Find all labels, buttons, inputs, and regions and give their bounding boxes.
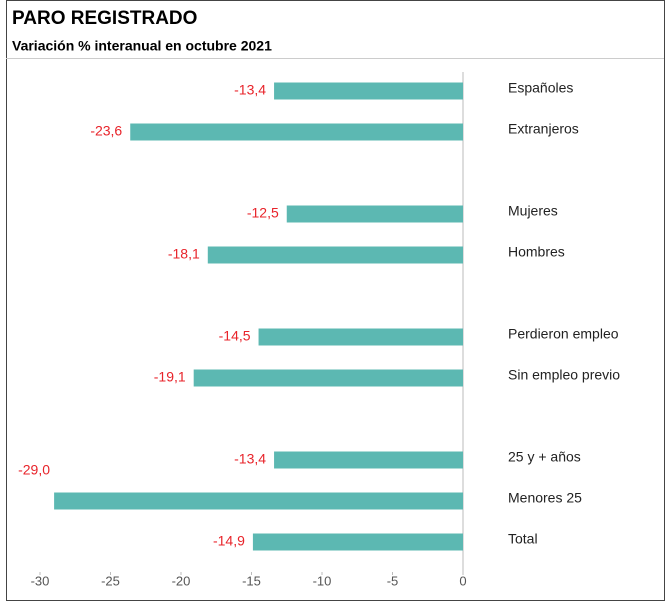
category-label: Hombres xyxy=(508,244,565,260)
value-label: -29,0 xyxy=(18,462,50,478)
category-label: Españoles xyxy=(508,80,573,96)
bar xyxy=(274,82,463,100)
category-label: Total xyxy=(508,531,538,547)
x-tick-label: -5 xyxy=(387,573,399,588)
bar xyxy=(54,492,463,510)
value-label: -19,1 xyxy=(154,369,186,385)
value-label: -23,6 xyxy=(90,123,122,139)
value-label: -18,1 xyxy=(168,246,200,262)
category-label: 25 y + años xyxy=(508,449,581,465)
x-tick-label: -15 xyxy=(242,573,261,588)
frame xyxy=(6,0,665,601)
x-tick-label: -10 xyxy=(313,573,332,588)
value-label: -12,5 xyxy=(247,205,279,221)
value-label: -14,5 xyxy=(219,328,251,344)
x-tick-label: -30 xyxy=(31,573,50,588)
category-label: Menores 25 xyxy=(508,490,582,506)
value-label: -14,9 xyxy=(213,533,245,549)
bar xyxy=(130,123,464,141)
category-label: Sin empleo previo xyxy=(508,367,620,383)
bar xyxy=(286,205,463,223)
value-label: -13,4 xyxy=(234,451,266,467)
category-label: Extranjeros xyxy=(508,121,579,137)
category-label: Mujeres xyxy=(508,203,558,219)
bar xyxy=(207,246,463,264)
bar xyxy=(193,369,463,387)
chart-subtitle: Variación % interanual en octubre 2021 xyxy=(12,38,272,54)
bar xyxy=(274,451,463,469)
chart-title: PARO REGISTRADO xyxy=(12,8,197,29)
value-label: -13,4 xyxy=(234,82,266,98)
x-tick-label: 0 xyxy=(459,573,466,588)
x-tick-label: -25 xyxy=(101,573,120,588)
x-tick-label: -20 xyxy=(172,573,191,588)
category-label: Perdieron empleo xyxy=(508,326,619,342)
bar xyxy=(258,328,463,346)
bar xyxy=(252,533,463,551)
